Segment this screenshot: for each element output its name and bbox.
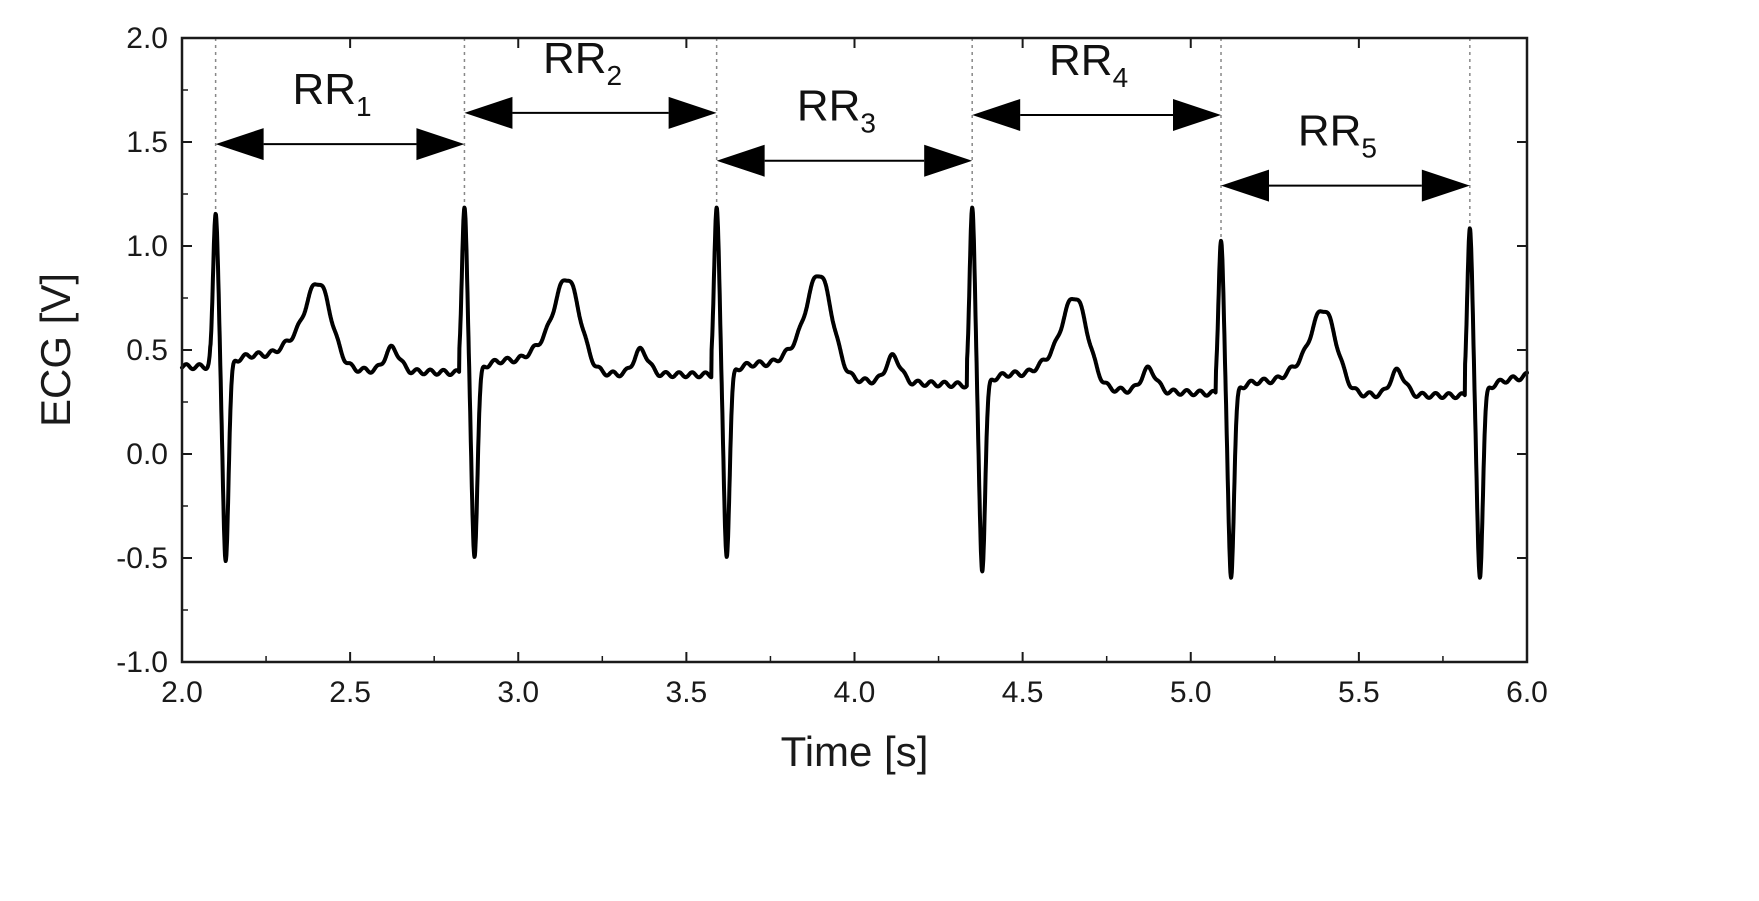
rr-guide-lines (214, 38, 1471, 246)
x-axis-title: Time [s] (781, 728, 929, 775)
rr-arrow-right-head (924, 144, 973, 177)
y-tick-label: 0.0 (126, 438, 168, 471)
x-tick-label: 5.5 (1338, 676, 1380, 709)
rr-label-subscript: 3 (860, 108, 876, 139)
rr-label: RR4 (1049, 36, 1128, 93)
rr-label-subscript: 2 (607, 60, 623, 91)
rr-arrow-right-head (668, 96, 717, 129)
x-tick-label: 2.0 (161, 676, 203, 709)
rr-label: RR5 (1298, 107, 1377, 164)
rr-label-name: RR (543, 34, 607, 83)
y-tick-label: 2.0 (126, 22, 168, 55)
x-tick-label: 2.5 (329, 676, 371, 709)
x-tick-label: 4.0 (834, 676, 876, 709)
rr-arrow-right-head (1421, 169, 1470, 202)
y-tick-label: -0.5 (116, 542, 168, 575)
rr-label-subscript: 4 (1113, 62, 1129, 93)
y-tick-label: 1.5 (126, 126, 168, 159)
rr-label-subscript: 5 (1361, 133, 1377, 164)
x-tick-label: 3.0 (497, 676, 539, 709)
x-tick-label: 5.0 (1170, 676, 1212, 709)
ecg-series-line (180, 205, 1529, 580)
x-axis: 2.0 2.5 3.0 3.5 4.0 4.5 5.0 5.5 6.0 (161, 38, 1548, 709)
rr-label-name: RR (1298, 107, 1362, 156)
y-axis: -1.0 -0.5 0.0 0.5 1.0 1.5 2.0 (116, 22, 1527, 679)
rr-arrow-left-head (972, 98, 1021, 131)
rr-arrow-left-head (215, 128, 264, 161)
rr-label: RR3 (797, 82, 876, 139)
y-axis-title: ECG [V] (32, 273, 79, 427)
y-tick-label: 1.0 (126, 230, 168, 263)
rr-arrow-right-head (1173, 98, 1222, 131)
rr-label: RR2 (543, 34, 622, 91)
rr-arrow-right-head (416, 128, 465, 161)
y-tick-label: 0.5 (126, 334, 168, 367)
x-tick-label: 3.5 (666, 676, 708, 709)
x-tick-label: 6.0 (1506, 676, 1548, 709)
rr-arrow-left-head (716, 144, 765, 177)
rr-arrow-left-head (464, 96, 513, 129)
rr-label-name: RR (797, 82, 861, 131)
y-tick-label: -1.0 (116, 646, 168, 679)
x-tick-label: 4.5 (1002, 676, 1044, 709)
rr-label-name: RR (1049, 36, 1113, 85)
rr-label-name: RR (292, 65, 356, 114)
rr-arrow-left-head (1221, 169, 1270, 202)
rr-label: RR1 (292, 65, 371, 122)
rr-label-subscript: 1 (356, 91, 372, 122)
